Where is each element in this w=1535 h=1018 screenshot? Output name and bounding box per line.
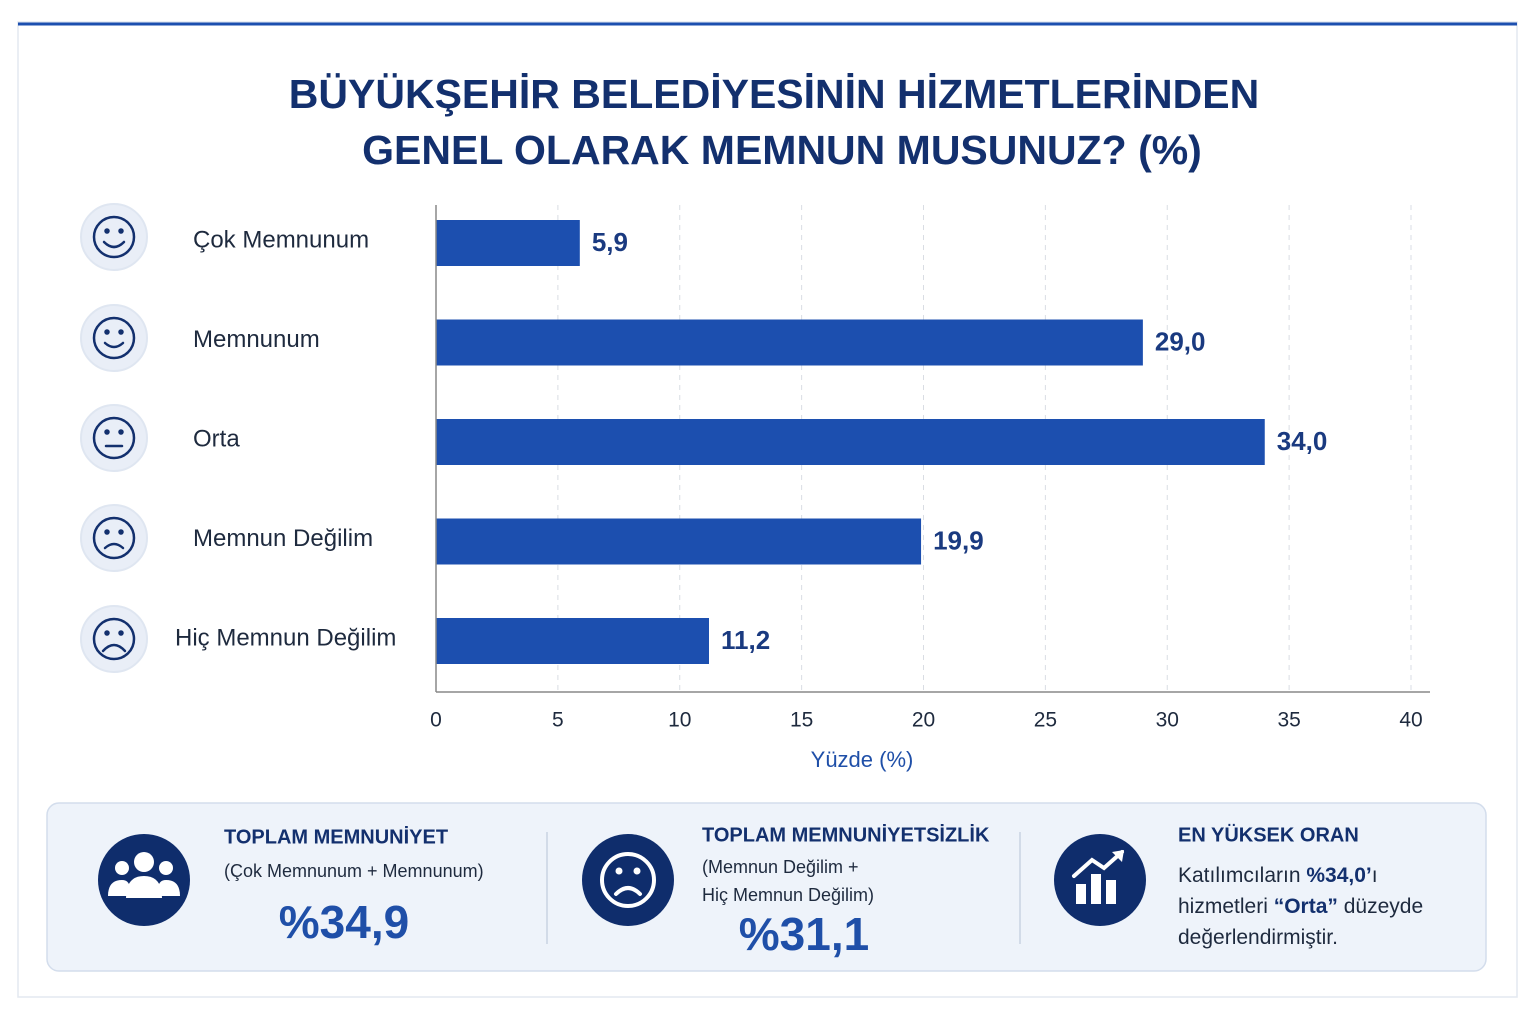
bar bbox=[436, 518, 922, 565]
category-label: Hiç Memnun Değilim bbox=[175, 624, 396, 651]
x-tick-label: 0 bbox=[430, 709, 442, 732]
x-tick-label: 30 bbox=[1156, 709, 1179, 732]
value-label: 11,2 bbox=[721, 625, 770, 655]
category-label: Çok Memnunum bbox=[193, 226, 369, 253]
summary-icon bbox=[98, 834, 190, 926]
bar bbox=[436, 419, 1265, 465]
bar bbox=[436, 618, 709, 664]
summary-line: hizmetleri “Orta” düzeyde bbox=[1178, 895, 1423, 918]
x-axis-title: Yüzde (%) bbox=[811, 747, 914, 772]
summary-line: değerlendirmiştir. bbox=[1178, 926, 1338, 949]
x-tick-label: 20 bbox=[912, 709, 935, 732]
summary-segment: düzeyde bbox=[1338, 895, 1423, 918]
x-tick-label: 25 bbox=[1034, 709, 1057, 732]
x-tick-label: 35 bbox=[1277, 709, 1300, 732]
faces bbox=[92, 215, 136, 661]
summary-segment: hizmetleri bbox=[1178, 895, 1274, 918]
bar bbox=[436, 220, 580, 266]
summary-segment: ı bbox=[1372, 864, 1378, 887]
plot: 0 5 10 15 20 25 30 35 40 Çok Memnunum 5,9 Memnunum 2… bbox=[175, 205, 1423, 732]
summary-value: %31,1 bbox=[739, 908, 869, 960]
value-label: 29,0 bbox=[1155, 326, 1206, 356]
summary-segment: değerlendirmiştir. bbox=[1178, 926, 1338, 949]
summary-icon bbox=[582, 834, 674, 926]
summary-segment: %34,0’ bbox=[1306, 864, 1371, 887]
summary-segment: Katılımcıların bbox=[1178, 864, 1306, 887]
x-tick-label: 15 bbox=[790, 709, 813, 732]
summary-title: TOPLAM MEMNUNİYET bbox=[224, 825, 448, 848]
value-label: 5,9 bbox=[592, 227, 628, 257]
category-label: Orta bbox=[193, 425, 240, 452]
chart-title: BÜYÜKŞEHİR BELEDİYESİNİN HİZMETLERİNDEN bbox=[289, 71, 1259, 117]
summary-value: %34,9 bbox=[279, 896, 409, 948]
chart-title: GENEL OLARAK MEMNUN MUSUNUZ? (%) bbox=[362, 127, 1202, 173]
summary-note: Hiç Memnun Değilim) bbox=[702, 885, 874, 905]
summary-line: Katılımcıların %34,0’ı bbox=[1178, 864, 1378, 887]
x-tick-label: 10 bbox=[668, 709, 691, 732]
value-label: 19,9 bbox=[933, 525, 984, 555]
summary-title: EN YÜKSEK ORAN bbox=[1178, 823, 1359, 846]
x-tick-label: 40 bbox=[1399, 709, 1422, 732]
summary-title: TOPLAM MEMNUNİYETSİZLİK bbox=[702, 823, 990, 846]
summary-segment: “Orta” bbox=[1274, 895, 1338, 918]
face-icons bbox=[80, 203, 148, 673]
category-label: Memnunum bbox=[193, 326, 320, 353]
summary-icon bbox=[1054, 834, 1146, 926]
x-tick-label: 5 bbox=[552, 709, 564, 732]
summary-note: (Memnun Değilim + bbox=[702, 857, 859, 877]
bar bbox=[436, 319, 1143, 366]
summary-note: (Çok Memnunum + Memnunum) bbox=[224, 861, 484, 881]
summary-text: Katılımcıların %34,0’ı hizmetleri “Orta” … bbox=[1178, 864, 1423, 949]
category-label: Memnun Değilim bbox=[193, 525, 373, 552]
value-label: 34,0 bbox=[1277, 426, 1328, 456]
